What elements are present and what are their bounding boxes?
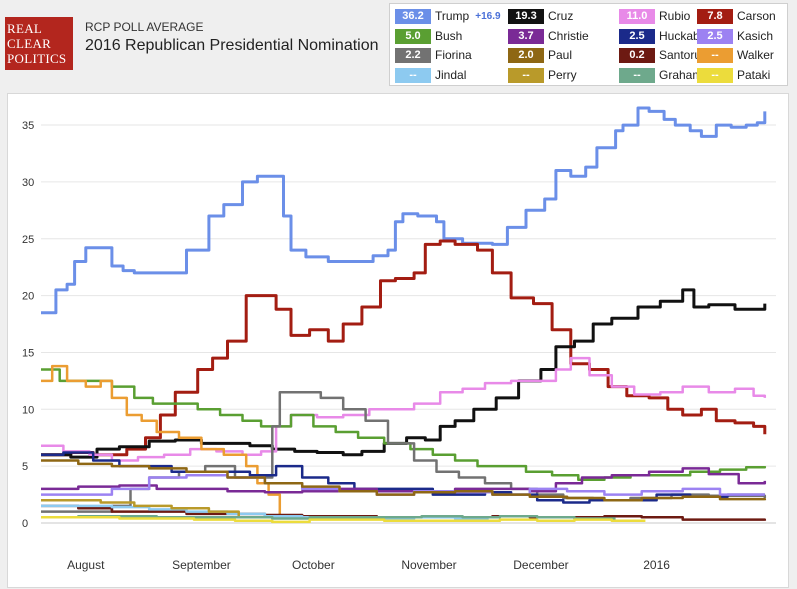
- y-tick-label: 30: [22, 177, 34, 189]
- y-tick-label: 10: [22, 404, 34, 416]
- legend-value-badge: 2.5: [697, 28, 733, 44]
- rcp-logo[interactable]: REAL CLEAR POLITICS: [5, 17, 73, 70]
- y-tick-label: 20: [22, 291, 34, 303]
- x-tick-label: December: [513, 558, 568, 572]
- legend-name: Bush: [435, 29, 463, 43]
- line-chart: 0 5 10 15 20 25 30 35 August September October Nove…: [22, 106, 776, 572]
- legend-name: Trump: [435, 9, 470, 23]
- x-tick-label: November: [401, 558, 456, 572]
- poll-average-subtitle: RCP POLL AVERAGE: [85, 20, 204, 34]
- series-line-bush[interactable]: [41, 368, 767, 482]
- legend-item-fiorina[interactable]: 2.2 Fiorina: [395, 47, 472, 63]
- series-line-walker[interactable]: [41, 364, 282, 518]
- legend-value-badge: 3.7: [508, 28, 544, 44]
- legend-value-badge: 19.3: [508, 8, 544, 24]
- series-line-paul[interactable]: [41, 459, 767, 502]
- series-line-rubio[interactable]: [41, 356, 767, 462]
- legend-item-walker[interactable]: -- Walker: [697, 47, 774, 63]
- legend-box: 36.2 Trump +16.9 19.3 Cruz 11.0 Rubio 7.8 Carson…: [389, 3, 788, 86]
- legend-item-graham[interactable]: -- Graham: [619, 67, 702, 83]
- legend-value-badge: 7.8: [697, 8, 733, 24]
- legend-item-cruz[interactable]: 19.3 Cruz: [508, 8, 573, 24]
- series-line-carson[interactable]: [41, 239, 767, 457]
- y-tick-label: 35: [22, 120, 34, 132]
- trump-spread: +16.9: [475, 10, 501, 22]
- legend-name: Perry: [548, 68, 577, 82]
- series-line-trump[interactable]: [41, 106, 767, 315]
- chart-area: 0 5 10 15 20 25 30 35 August September October Nove…: [7, 93, 789, 588]
- legend-item-paul[interactable]: 2.0 Paul: [508, 47, 572, 63]
- legend-value-badge: --: [697, 67, 733, 83]
- legend-value-badge: 0.2: [619, 47, 655, 63]
- y-tick-label: 0: [22, 518, 28, 530]
- y-tick-label: 5: [22, 461, 28, 473]
- legend-name: Pataki: [737, 68, 771, 82]
- series-line-pataki[interactable]: [41, 516, 646, 524]
- legend-name: Graham: [659, 68, 703, 82]
- logo-line-3: POLITICS: [7, 51, 67, 66]
- logo-line-2: CLEAR: [7, 36, 52, 51]
- legend-item-trump[interactable]: 36.2 Trump +16.9: [395, 8, 501, 24]
- legend-value-badge: 11.0: [619, 8, 655, 24]
- legend-name: Rubio: [659, 9, 691, 23]
- y-tick-label: 25: [22, 234, 34, 246]
- legend-name: Carson: [737, 9, 776, 23]
- legend-value-badge: --: [395, 67, 431, 83]
- series-line-graham[interactable]: [41, 514, 616, 520]
- legend-value-badge: 2.2: [395, 47, 431, 63]
- legend-value-badge: --: [619, 67, 655, 83]
- x-tick-label: 2016: [643, 558, 670, 572]
- legend-name: Fiorina: [435, 48, 472, 62]
- legend-name: Christie: [548, 29, 589, 43]
- x-tick-label: September: [172, 558, 231, 572]
- legend-item-carson[interactable]: 7.8 Carson: [697, 8, 776, 24]
- legend-value-badge: 5.0: [395, 28, 431, 44]
- legend-item-bush[interactable]: 5.0 Bush: [395, 28, 462, 44]
- x-tick-label: October: [292, 558, 335, 572]
- legend-item-kasich[interactable]: 2.5 Kasich: [697, 28, 773, 44]
- legend-name: Walker: [737, 48, 774, 62]
- x-tick-label: August: [67, 558, 105, 572]
- legend-value-badge: 2.5: [619, 28, 655, 44]
- legend-name: Cruz: [548, 9, 574, 23]
- legend-name: Kasich: [737, 29, 774, 43]
- y-tick-label: 15: [22, 347, 34, 359]
- legend-item-pataki[interactable]: -- Pataki: [697, 67, 770, 83]
- series-line-cruz[interactable]: [41, 288, 767, 459]
- legend-value-badge: --: [697, 47, 733, 63]
- legend-name: Paul: [548, 48, 573, 62]
- legend-value-badge: 36.2: [395, 8, 431, 24]
- legend-item-perry[interactable]: -- Perry: [508, 67, 577, 83]
- page-title: 2016 Republican Presidential Nomination: [85, 37, 379, 54]
- legend-value-badge: 2.0: [508, 47, 544, 63]
- legend-item-christie[interactable]: 3.7 Christie: [508, 28, 589, 44]
- legend-item-rubio[interactable]: 11.0 Rubio: [619, 8, 690, 24]
- logo-line-1: REAL: [7, 21, 43, 36]
- legend-name: Jindal: [435, 68, 467, 82]
- legend-value-badge: --: [508, 67, 544, 83]
- series-line-perry[interactable]: [41, 499, 240, 518]
- legend-item-jindal[interactable]: -- Jindal: [395, 67, 466, 83]
